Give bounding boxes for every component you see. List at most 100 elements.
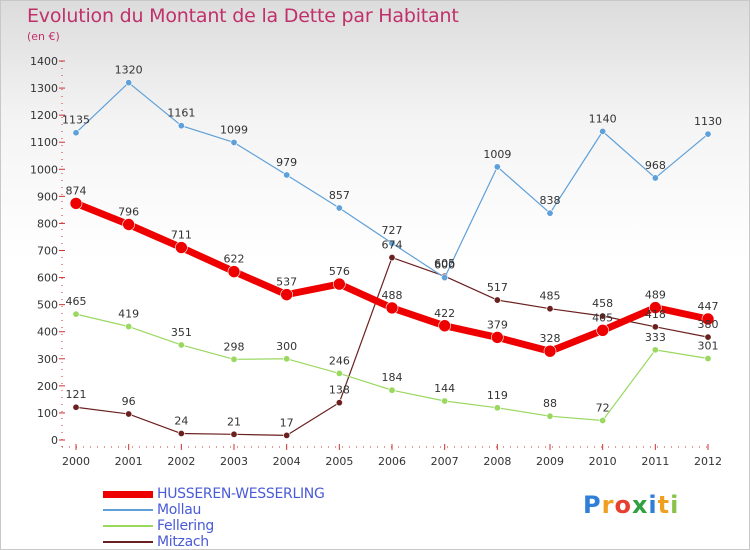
- legend-swatch-mollau: [103, 509, 153, 511]
- proxiti-logo: Proxiti: [583, 491, 679, 519]
- legend-item-husseren-wesserling: HUSSEREN-WESSERLING: [103, 486, 325, 502]
- data-point-fellering: [388, 386, 396, 394]
- data-label-mollau: 1140: [589, 112, 617, 125]
- data-point-mollau: [230, 138, 238, 146]
- data-point-mollau: [493, 163, 501, 171]
- chart-title: Evolution du Montant de la Dette par Hab…: [27, 5, 459, 27]
- data-point-husseren-wesserling: [701, 312, 715, 326]
- x-tick-label: 2006: [378, 455, 406, 468]
- data-point-fellering: [283, 355, 291, 363]
- data-label-mitzach: 138: [329, 384, 350, 397]
- data-label-husseren-wesserling: 405: [592, 311, 613, 324]
- data-point-fellering: [441, 397, 449, 405]
- x-tick-label: 2011: [641, 455, 669, 468]
- data-point-fellering: [546, 412, 554, 420]
- data-label-fellering: 300: [276, 340, 297, 353]
- x-tick-label: 2007: [431, 455, 459, 468]
- data-label-fellering: 72: [596, 402, 610, 415]
- data-label-mitzach: 517: [487, 281, 508, 294]
- data-point-fellering: [177, 341, 185, 349]
- y-tick-label: 500: [37, 299, 58, 312]
- logo-letter: x: [631, 491, 649, 519]
- legend-label-mitzach: Mitzach: [157, 534, 209, 550]
- legend-swatch-fellering: [103, 525, 153, 527]
- legend-item-mollau: Mollau: [103, 502, 201, 518]
- data-label-husseren-wesserling: 796: [118, 206, 139, 219]
- logo-letter: t: [657, 491, 671, 519]
- data-label-mollau: 838: [540, 194, 561, 207]
- data-label-mitzach: 418: [645, 308, 666, 321]
- data-label-mollau: 1320: [115, 64, 143, 77]
- y-tick-label: 1200: [30, 109, 58, 122]
- data-label-fellering: 119: [487, 389, 508, 402]
- y-tick-label: 1100: [30, 136, 58, 149]
- logo-letter: o: [614, 491, 632, 519]
- data-point-mollau: [651, 174, 659, 182]
- y-tick-label: 900: [37, 190, 58, 203]
- data-label-mitzach: 17: [280, 416, 294, 429]
- y-tick-label: 200: [37, 380, 58, 393]
- legend-item-mitzach: Mitzach: [103, 534, 209, 550]
- chart-subtitle: (en €): [27, 30, 60, 43]
- data-point-mitzach: [388, 254, 396, 262]
- series-line-mitzach: [75, 256, 709, 436]
- data-point-mollau: [72, 129, 80, 137]
- data-point-mitzach: [72, 403, 80, 411]
- data-point-mitzach: [335, 399, 343, 407]
- chart-axes: 0 100 200 300 400 500 600 700 800 900 1000 1100 1200…: [30, 55, 722, 468]
- data-label-mitzach: 674: [382, 239, 403, 252]
- data-point-mollau: [335, 204, 343, 212]
- data-label-mollau: 857: [329, 189, 350, 202]
- data-labels-layer: 121 96 24 21 17 138 674 605 517 485 458 418 380 465 41…: [62, 64, 722, 430]
- data-label-fellering: 333: [645, 331, 666, 344]
- logo-letter: i: [670, 491, 680, 519]
- data-label-fellering: 298: [224, 340, 245, 353]
- data-point-mollau: [388, 239, 396, 247]
- data-point-fellering: [230, 355, 238, 363]
- legend-label-fellering: Fellering: [157, 518, 214, 534]
- data-point-fellering: [493, 404, 501, 412]
- x-tick-label: 2002: [167, 455, 195, 468]
- data-point-fellering: [125, 323, 133, 331]
- data-label-fellering: 351: [171, 326, 192, 339]
- legend-label-mollau: Mollau: [157, 502, 202, 518]
- series-husseren-wesserling: [69, 197, 715, 358]
- data-point-mitzach: [493, 296, 501, 304]
- data-point-husseren-wesserling: [175, 241, 188, 254]
- data-point-mollau: [283, 171, 291, 179]
- data-point-husseren-wesserling: [333, 277, 346, 291]
- data-point-mitzach: [651, 323, 659, 331]
- data-point-mitzach: [125, 410, 133, 418]
- data-label-mitzach: 458: [592, 297, 613, 310]
- data-label-mitzach: 21: [227, 415, 241, 428]
- data-label-husseren-wesserling: 537: [276, 276, 297, 289]
- y-tick-label: 700: [37, 245, 58, 258]
- y-tick-label: 600: [37, 272, 58, 285]
- data-point-husseren-wesserling: [280, 288, 293, 301]
- data-point-husseren-wesserling: [596, 324, 609, 337]
- data-label-mitzach: 605: [434, 257, 455, 270]
- data-point-mitzach: [230, 430, 238, 438]
- data-label-husseren-wesserling: 422: [434, 307, 455, 320]
- x-tick-label: 2001: [115, 455, 143, 468]
- data-label-husseren-wesserling: 711: [171, 229, 192, 242]
- y-tick-label: 400: [37, 326, 58, 339]
- data-label-fellering: 301: [698, 340, 719, 353]
- data-point-mollau: [599, 127, 607, 135]
- data-label-mollau: 1130: [694, 115, 722, 128]
- data-point-husseren-wesserling: [491, 331, 504, 344]
- y-tick-label: 0: [51, 434, 58, 447]
- data-point-fellering: [72, 310, 80, 318]
- legend-label-husseren-wesserling: HUSSEREN-WESSERLING: [157, 486, 325, 502]
- data-point-husseren-wesserling: [649, 301, 662, 314]
- data-label-mollau: 1135: [62, 114, 90, 127]
- x-tick-label: 2009: [536, 455, 564, 468]
- data-label-husseren-wesserling: 622: [224, 253, 245, 266]
- x-tick-label: 2012: [694, 455, 722, 468]
- data-label-husseren-wesserling: 379: [487, 318, 508, 331]
- x-tick-label: 2000: [62, 455, 90, 468]
- data-label-husseren-wesserling: 488: [382, 289, 403, 302]
- data-point-fellering: [599, 417, 607, 425]
